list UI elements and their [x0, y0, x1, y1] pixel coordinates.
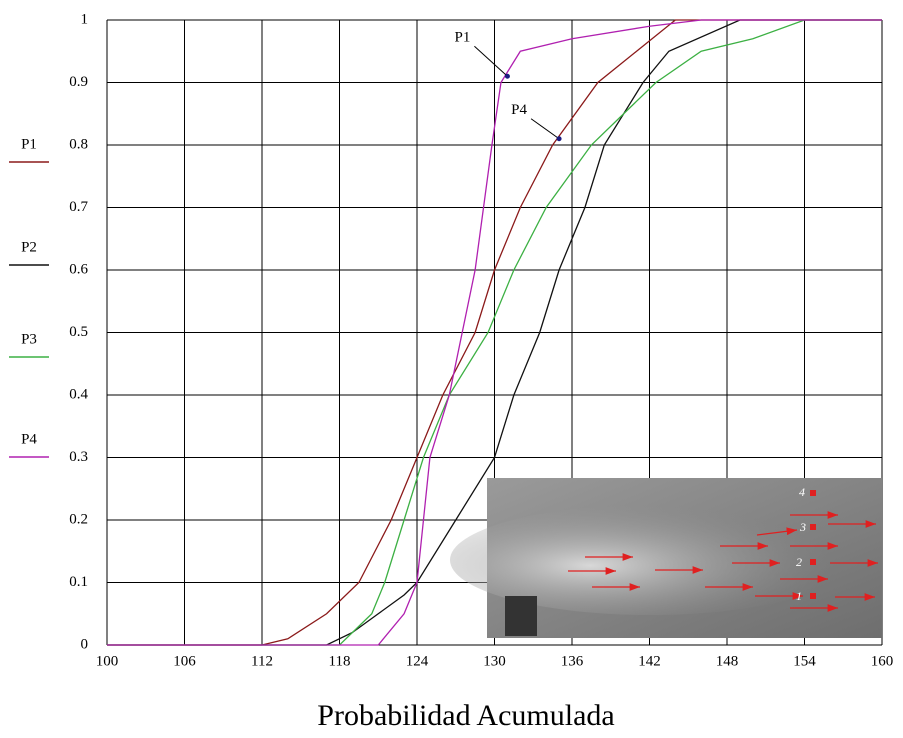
y-tick-label: 0.9: [69, 74, 88, 90]
y-tick-label: 0.6: [69, 261, 88, 277]
x-tick-label: 148: [716, 653, 739, 669]
y-tick-label: 0.2: [69, 511, 88, 527]
x-tick-label: 142: [638, 653, 661, 669]
y-tick-label: 0.1: [69, 574, 88, 590]
annotation-label: P4: [511, 102, 527, 118]
x-tick-label: 118: [329, 653, 351, 669]
series-line: [107, 19, 882, 646]
y-tick-label: 0: [81, 636, 89, 652]
annotation-point: [556, 136, 562, 142]
caption: Probabilidad Acumulada: [317, 699, 614, 732]
x-tick-label: 130: [483, 653, 506, 669]
x-tick-label: 100: [96, 653, 119, 669]
y-tick-label: 0.8: [69, 136, 88, 152]
y-tick-label: 0.3: [69, 449, 88, 465]
y-tick-label: 1: [81, 11, 89, 27]
legend-label: P2: [21, 239, 37, 255]
y-tick-label: 0.7: [69, 199, 88, 215]
legend-label: P4: [21, 431, 37, 447]
x-tick-label: 124: [406, 653, 429, 669]
annotation-label: P1: [454, 30, 470, 46]
series-line: [107, 19, 882, 646]
probe-points: [810, 490, 816, 599]
inset-photo: 1 2 3 4: [450, 478, 882, 638]
probe-label: 2: [796, 555, 802, 569]
x-tick-label: 112: [251, 653, 273, 669]
lines: [107, 19, 882, 646]
annotation-leader: [530, 118, 560, 140]
probe-label: 4: [799, 485, 805, 499]
legend-label: P3: [21, 331, 37, 347]
series-line: [107, 19, 882, 646]
flow-arrows: [568, 511, 878, 612]
x-tick-label: 154: [793, 653, 816, 669]
legend-label: P1: [21, 136, 37, 152]
y-tick-label: 0.4: [69, 386, 88, 402]
annotation-leader: [474, 45, 508, 77]
series-line: [107, 19, 882, 646]
nozzle: [505, 596, 537, 636]
x-tick-label: 160: [871, 653, 894, 669]
probe-label: 1: [796, 589, 802, 603]
annotation-point: [504, 73, 510, 79]
y-tick-label: 0.5: [69, 324, 88, 340]
x-tick-label: 106: [173, 653, 196, 669]
x-tick-label: 136: [561, 653, 584, 669]
probe-label: 3: [799, 520, 806, 534]
